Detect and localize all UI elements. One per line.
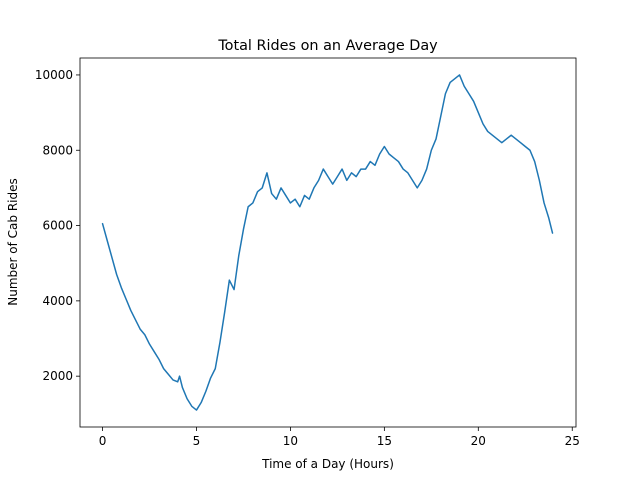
y-tick-label: 8000 [42,143,73,157]
x-axis-ticks: 0 5 10 15 20 25 [99,427,580,448]
plot-area [79,57,577,428]
x-tick-label: 5 [193,434,201,448]
y-tick-label: 6000 [42,219,73,233]
x-tick-label: 20 [471,434,486,448]
y-axis-ticks: 2000 4000 6000 8000 10000 [35,68,80,383]
x-tick-label: 25 [565,434,580,448]
series-line [101,74,554,411]
x-tick-label: 10 [283,434,298,448]
y-tick-label: 10000 [35,68,73,82]
plot-frame [79,57,577,428]
x-tick-label: 0 [99,434,107,448]
y-tick-label: 2000 [42,369,73,383]
x-tick-label: 15 [377,434,392,448]
y-axis-label: Number of Cab Rides [6,178,20,306]
x-axis-label: Time of a Day (Hours) [261,457,394,471]
y-tick-label: 4000 [42,294,73,308]
chart-title: Total Rides on an Average Day [217,38,438,54]
